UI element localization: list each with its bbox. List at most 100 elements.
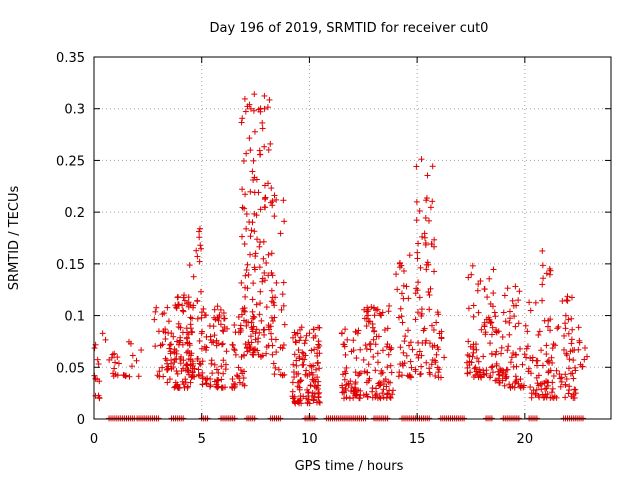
- data-point: [261, 269, 268, 276]
- y-tick-label: 0.1: [64, 310, 85, 325]
- data-point: [261, 204, 268, 211]
- data-point: [417, 264, 424, 271]
- data-point: [197, 288, 204, 295]
- data-point: [549, 345, 556, 352]
- data-point: [432, 372, 439, 379]
- data-point: [185, 371, 192, 378]
- data-point: [246, 135, 253, 142]
- y-tick-label: 0.25: [56, 154, 85, 169]
- data-point: [385, 351, 392, 358]
- data-point: [256, 329, 263, 336]
- data-point: [187, 356, 194, 363]
- data-point: [181, 297, 188, 304]
- data-point: [505, 343, 512, 350]
- data-point: [562, 312, 569, 319]
- data-point: [152, 343, 159, 350]
- data-point: [407, 358, 414, 365]
- data-point: [269, 202, 276, 209]
- data-point: [565, 390, 572, 397]
- data-point: [362, 415, 369, 422]
- data-point: [295, 347, 302, 354]
- data-point: [387, 362, 394, 369]
- data-point: [245, 319, 252, 326]
- data-point: [386, 393, 393, 400]
- data-point: [557, 375, 564, 382]
- data-point: [465, 338, 472, 345]
- data-point: [538, 386, 545, 393]
- data-point: [524, 328, 531, 335]
- data-point: [402, 333, 409, 340]
- data-point: [352, 379, 359, 386]
- data-point: [564, 352, 571, 359]
- data-point: [190, 362, 197, 369]
- data-point: [247, 147, 254, 154]
- data-point: [293, 339, 300, 346]
- data-point: [188, 374, 195, 381]
- data-point: [361, 315, 368, 322]
- data-point: [129, 352, 136, 359]
- data-point: [180, 308, 187, 315]
- data-point: [172, 302, 179, 309]
- data-point: [386, 302, 393, 309]
- data-point: [431, 342, 438, 349]
- data-point: [412, 366, 419, 373]
- data-point: [307, 362, 314, 369]
- data-point: [537, 381, 544, 388]
- data-point: [251, 128, 258, 135]
- data-point: [303, 395, 310, 402]
- data-point: [239, 115, 246, 122]
- data-point: [273, 279, 280, 286]
- data-point: [185, 367, 192, 374]
- data-point: [298, 324, 305, 331]
- data-point: [186, 262, 193, 269]
- data-point: [383, 343, 390, 350]
- data-point: [568, 336, 575, 343]
- data-point: [171, 356, 178, 363]
- data-point: [390, 387, 397, 394]
- data-point: [221, 315, 228, 322]
- data-point: [512, 373, 519, 380]
- data-point: [263, 260, 270, 267]
- data-point: [507, 384, 514, 391]
- data-point: [187, 379, 194, 386]
- data-point: [203, 344, 210, 351]
- data-point: [241, 95, 248, 102]
- data-point: [96, 395, 103, 402]
- data-point: [493, 360, 500, 367]
- data-point: [408, 364, 415, 371]
- data-point: [162, 335, 169, 342]
- data-point: [222, 361, 229, 368]
- data-point: [202, 347, 209, 354]
- data-point: [568, 315, 575, 322]
- data-point: [395, 373, 402, 380]
- data-point: [506, 308, 513, 315]
- data-point: [433, 319, 440, 326]
- data-point: [241, 351, 248, 358]
- data-point: [569, 347, 576, 354]
- data-point: [338, 330, 345, 337]
- data-point: [261, 182, 268, 189]
- data-point: [418, 352, 425, 359]
- data-point: [298, 377, 305, 384]
- data-point: [229, 376, 236, 383]
- data-point: [515, 297, 522, 304]
- data-point: [272, 336, 279, 343]
- data-point: [415, 354, 422, 361]
- data-point: [342, 326, 349, 333]
- data-point: [559, 298, 566, 305]
- data-point: [363, 379, 370, 386]
- data-point: [106, 356, 113, 363]
- data-point: [517, 384, 524, 391]
- data-point: [294, 330, 301, 337]
- data-point: [296, 386, 303, 393]
- data-point: [373, 385, 380, 392]
- data-point: [202, 376, 209, 383]
- data-point: [360, 392, 367, 399]
- data-point: [384, 364, 391, 371]
- data-point: [521, 351, 528, 358]
- data-point: [480, 353, 487, 360]
- x-axis-label: GPS time / hours: [295, 459, 404, 474]
- data-point: [295, 370, 302, 377]
- data-point: [374, 306, 381, 313]
